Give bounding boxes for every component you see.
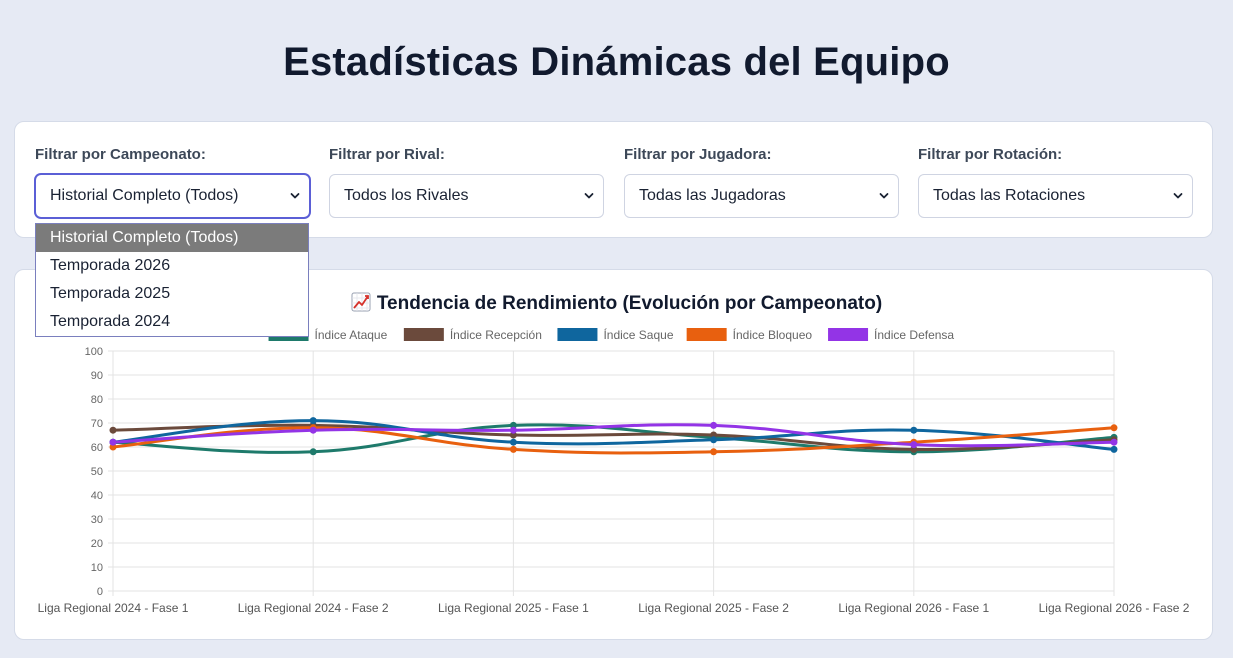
x-tick-label: Liga Regional 2024 - Fase 1 [38, 601, 189, 615]
filter-jugadora-label: Filtrar por Jugadora: [624, 146, 772, 163]
data-point [710, 421, 718, 429]
legend-label: Índice Saque [603, 327, 673, 342]
filter-rotacion-label: Filtrar por Rotación: [918, 146, 1063, 163]
data-point [109, 443, 117, 451]
series-line [112, 423, 1115, 454]
y-tick-label: 40 [91, 490, 103, 502]
dropdown-option[interactable]: Temporada 2025 [50, 285, 171, 302]
filter-rival: Filtrar por Rival: Todos los Rivales [329, 146, 604, 218]
y-tick-label: 80 [91, 394, 103, 406]
filter-rotacion: Filtrar por Rotación: Todas las Rotacion… [918, 146, 1193, 218]
data-point [1110, 445, 1118, 453]
data-point [710, 448, 718, 456]
x-tick-label: Liga Regional 2025 - Fase 2 [638, 601, 789, 615]
chevron-down-icon [1173, 193, 1183, 199]
data-point [309, 417, 317, 425]
y-tick-label: 100 [85, 346, 103, 358]
legend-swatch [828, 328, 869, 341]
data-point [309, 426, 317, 434]
y-tick-label: 60 [91, 442, 103, 454]
data-point [509, 431, 517, 439]
data-point [910, 441, 918, 449]
data-point [109, 438, 117, 446]
data-point [509, 438, 517, 446]
chart-title-text: Tendencia de Rendimiento (Evolución por … [376, 293, 883, 314]
series-line [112, 419, 1115, 451]
x-tick-label: Liga Regional 2026 - Fase 1 [838, 601, 989, 615]
legend-label: Índice Defensa [874, 327, 954, 342]
filter-jugadora: Filtrar por Jugadora: Todas las Jugadora… [624, 146, 899, 218]
campeonato-dropdown-list: Historial Completo (Todos) Temporada 202… [35, 223, 309, 337]
x-tick-label: Liga Regional 2024 - Fase 2 [238, 601, 389, 615]
x-tick-label: Liga Regional 2025 - Fase 1 [438, 601, 589, 615]
y-tick-label: 20 [91, 538, 103, 550]
data-point [1110, 438, 1118, 446]
filters-panel: Filtrar por Campeonato: Historial Comple… [14, 121, 1213, 238]
x-tick-label: Liga Regional 2026 - Fase 2 [1039, 601, 1190, 615]
dropdown-option[interactable]: Historial Completo (Todos) [36, 224, 308, 252]
page-title: Estadísticas Dinámicas del Equipo [283, 40, 950, 84]
data-point [910, 445, 918, 453]
data-point [509, 445, 517, 453]
jugadora-select[interactable]: Todas las Jugadoras [624, 174, 899, 218]
y-tick-label: 30 [91, 514, 103, 526]
filter-campeonato-label: Filtrar por Campeonato: [35, 146, 206, 163]
data-point [1110, 424, 1118, 432]
rotacion-select-value: Todas las Rotaciones [933, 187, 1086, 204]
rival-select[interactable]: Todos los Rivales [329, 174, 604, 218]
chevron-down-icon [879, 193, 889, 199]
legend-label: Índice Bloqueo [733, 327, 813, 342]
legend-label: Índice Recepción [450, 327, 542, 342]
filter-rival-label: Filtrar por Rival: [329, 146, 445, 163]
legend-swatch [403, 328, 444, 341]
campeonato-select[interactable]: Historial Completo (Todos) [35, 174, 310, 218]
rival-select-value: Todos los Rivales [344, 187, 469, 204]
legend-label: Índice Ataque [315, 327, 388, 342]
data-point [509, 426, 517, 434]
rotacion-select[interactable]: Todas las Rotaciones [918, 174, 1193, 218]
data-point [109, 426, 117, 434]
chart-title: Tendencia de Rendimiento (Evolución por … [0, 292, 1233, 315]
chevron-down-icon [584, 193, 594, 199]
jugadora-select-value: Todas las Jugadoras [639, 187, 786, 204]
y-tick-label: 90 [91, 370, 103, 382]
filter-campeonato: Filtrar por Campeonato: Historial Comple… [35, 146, 310, 218]
chevron-down-icon [290, 193, 300, 199]
dropdown-option[interactable]: Temporada 2026 [50, 257, 171, 274]
data-point [710, 431, 718, 439]
y-tick-label: 0 [97, 586, 103, 598]
data-point [509, 421, 517, 429]
y-tick-label: 50 [91, 466, 103, 478]
data-point [309, 448, 317, 456]
data-point [910, 426, 918, 434]
y-tick-label: 70 [91, 418, 103, 430]
chart-increasing-icon [351, 292, 371, 312]
legend-swatch [686, 328, 727, 341]
dropdown-option[interactable]: Temporada 2024 [50, 313, 171, 330]
campeonato-select-value: Historial Completo (Todos) [50, 187, 239, 204]
data-point [710, 436, 718, 444]
legend-swatch [557, 328, 598, 341]
series-line [112, 423, 1115, 448]
y-tick-label: 10 [91, 562, 103, 574]
series-line [112, 426, 1115, 455]
series-line [112, 423, 1115, 451]
